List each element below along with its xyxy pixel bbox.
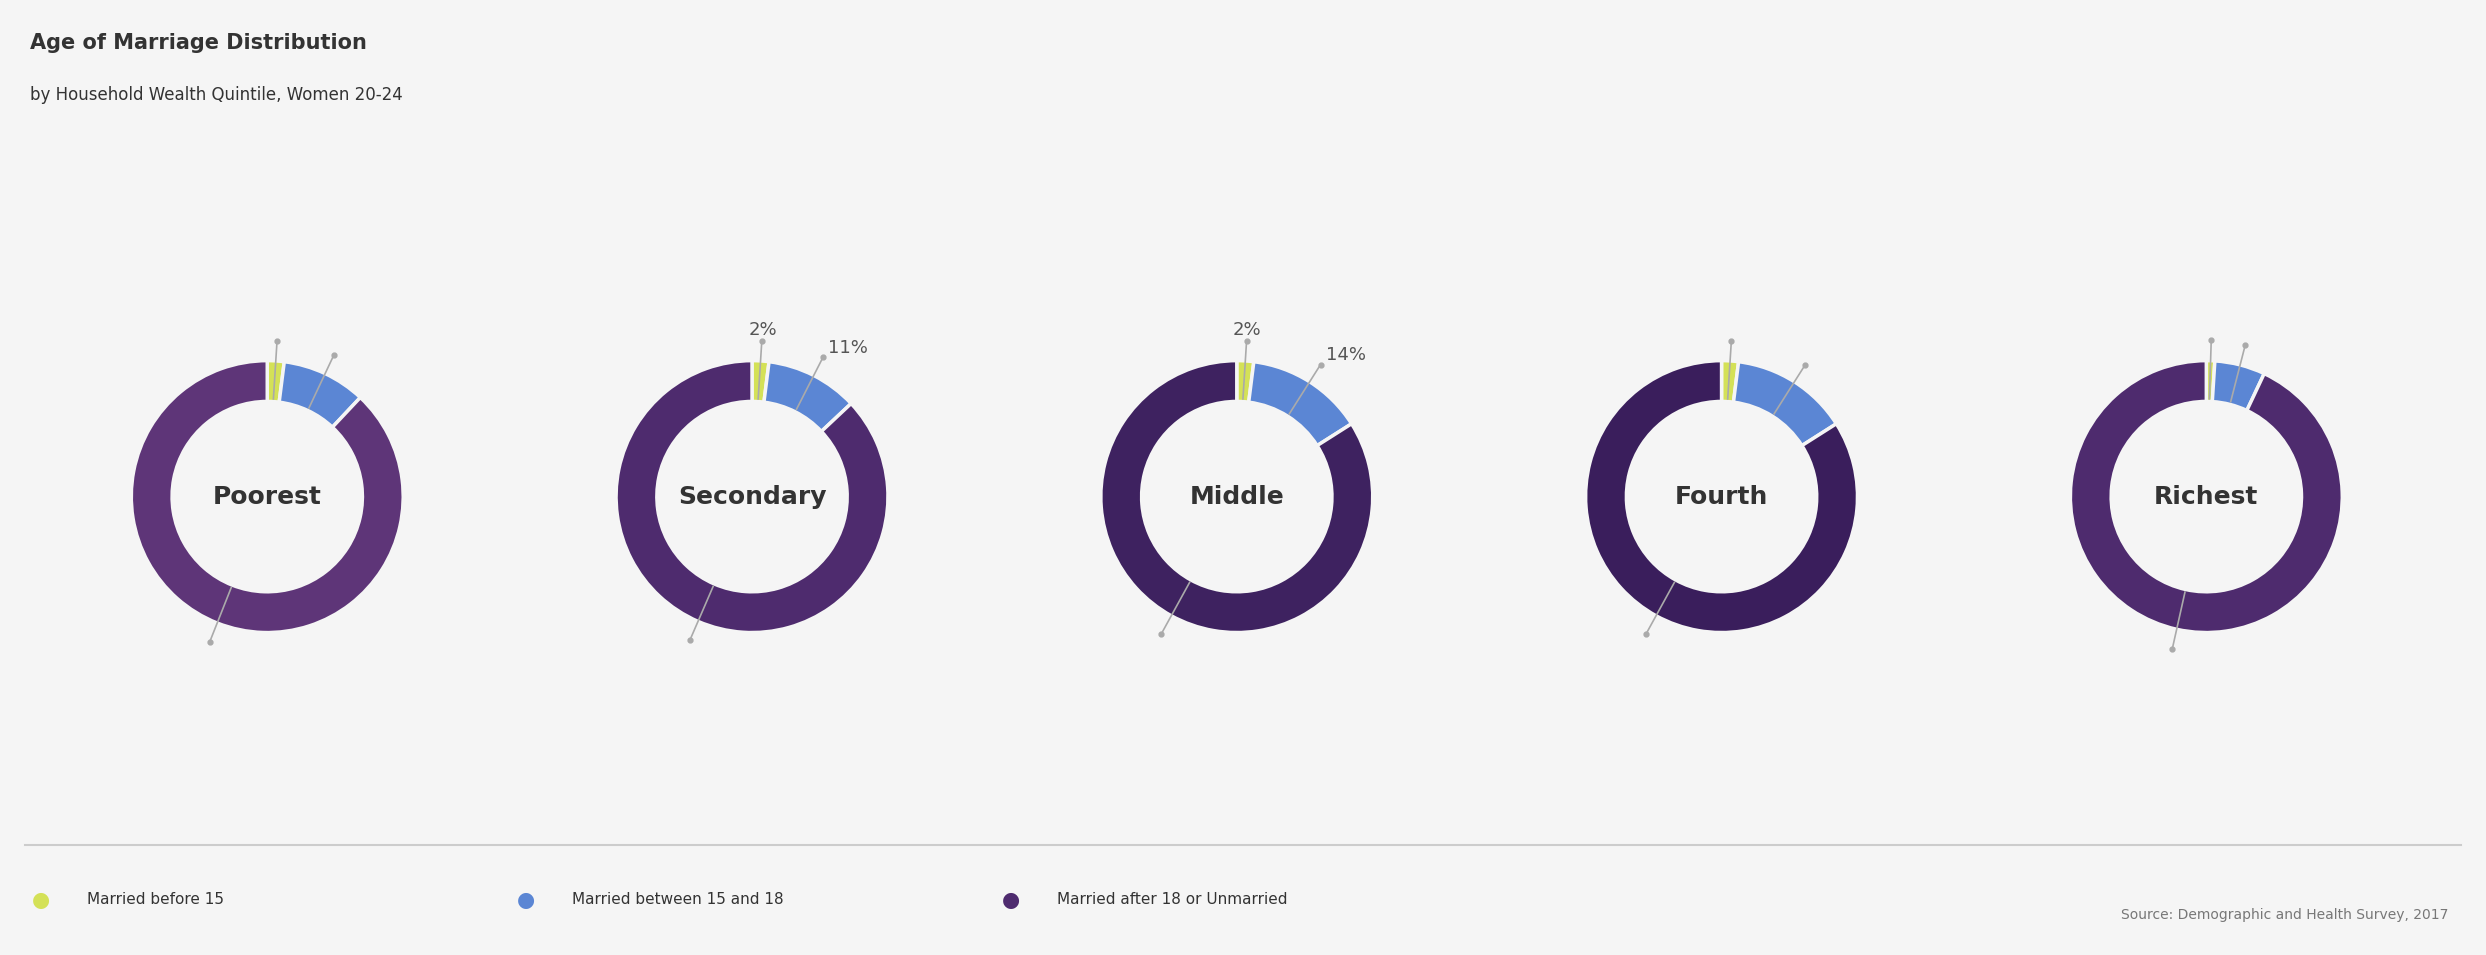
- Wedge shape: [1733, 362, 1837, 446]
- Wedge shape: [1720, 361, 1738, 402]
- Wedge shape: [2205, 361, 2215, 402]
- Wedge shape: [1248, 362, 1352, 446]
- Text: by Household Wealth Quintile, Women 20-24: by Household Wealth Quintile, Women 20-2…: [30, 86, 403, 104]
- Wedge shape: [763, 362, 850, 432]
- Wedge shape: [751, 361, 768, 402]
- Text: 11%: 11%: [828, 339, 868, 356]
- Text: Married between 15 and 18: Married between 15 and 18: [572, 892, 783, 907]
- Wedge shape: [1236, 361, 1253, 402]
- Text: Married after 18 or Unmarried: Married after 18 or Unmarried: [1057, 892, 1288, 907]
- Text: ●: ●: [1002, 890, 1019, 909]
- Text: 2%: 2%: [1233, 321, 1260, 339]
- Wedge shape: [2213, 361, 2265, 411]
- Text: Age of Marriage Distribution: Age of Marriage Distribution: [30, 33, 368, 53]
- Wedge shape: [1586, 361, 1857, 632]
- Text: 2%: 2%: [748, 321, 776, 339]
- Text: ●: ●: [32, 890, 50, 909]
- Wedge shape: [266, 361, 283, 402]
- Wedge shape: [1101, 361, 1372, 632]
- Text: Married before 15: Married before 15: [87, 892, 224, 907]
- Text: Poorest: Poorest: [214, 484, 321, 509]
- Wedge shape: [132, 361, 403, 632]
- Text: Secondary: Secondary: [679, 484, 825, 509]
- Text: Fourth: Fourth: [1676, 484, 1768, 509]
- Text: Middle: Middle: [1188, 484, 1285, 509]
- Wedge shape: [2071, 361, 2342, 632]
- Text: Source: Demographic and Health Survey, 2017: Source: Demographic and Health Survey, 2…: [2121, 908, 2449, 922]
- Wedge shape: [278, 362, 360, 427]
- Text: 14%: 14%: [1328, 347, 1367, 365]
- Wedge shape: [617, 361, 888, 632]
- Text: ●: ●: [517, 890, 534, 909]
- Text: Richest: Richest: [2155, 484, 2257, 509]
